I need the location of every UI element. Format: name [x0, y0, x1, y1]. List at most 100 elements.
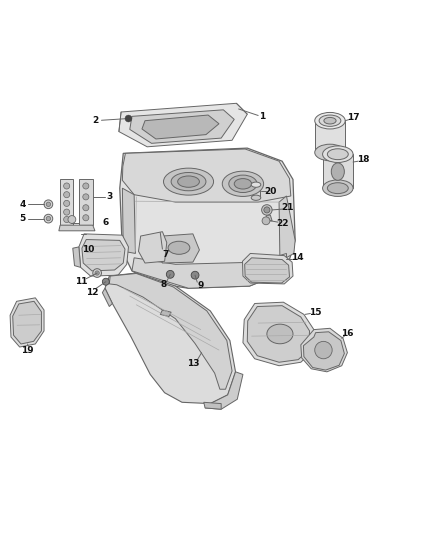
- Circle shape: [44, 200, 53, 208]
- Polygon shape: [122, 188, 135, 254]
- Text: 14: 14: [291, 253, 304, 262]
- Ellipse shape: [178, 176, 199, 187]
- Text: 19: 19: [21, 345, 34, 354]
- Circle shape: [315, 341, 332, 359]
- Polygon shape: [79, 180, 93, 225]
- Ellipse shape: [251, 182, 261, 187]
- Circle shape: [83, 215, 89, 221]
- Circle shape: [125, 115, 132, 122]
- Polygon shape: [110, 273, 232, 389]
- Ellipse shape: [229, 175, 257, 192]
- Polygon shape: [73, 247, 81, 268]
- Polygon shape: [322, 154, 353, 188]
- Circle shape: [64, 200, 70, 206]
- Circle shape: [64, 216, 70, 223]
- Text: 7: 7: [162, 250, 169, 259]
- Text: 21: 21: [282, 203, 294, 212]
- Text: 2: 2: [92, 116, 98, 125]
- Text: 16: 16: [341, 329, 353, 338]
- Polygon shape: [119, 103, 247, 147]
- Polygon shape: [82, 239, 125, 271]
- Text: 10: 10: [82, 246, 95, 254]
- Polygon shape: [243, 302, 314, 366]
- Circle shape: [93, 269, 102, 277]
- Text: 20: 20: [264, 187, 276, 196]
- Circle shape: [191, 271, 199, 279]
- Ellipse shape: [168, 241, 190, 254]
- Ellipse shape: [324, 117, 336, 124]
- Circle shape: [102, 278, 110, 285]
- Circle shape: [64, 209, 70, 215]
- Text: 8: 8: [160, 280, 166, 289]
- Polygon shape: [13, 301, 42, 344]
- Polygon shape: [79, 234, 128, 276]
- Circle shape: [44, 214, 53, 223]
- Polygon shape: [327, 119, 333, 125]
- Circle shape: [166, 270, 174, 278]
- Text: 3: 3: [106, 192, 113, 201]
- Polygon shape: [243, 254, 293, 284]
- Circle shape: [95, 271, 99, 275]
- Polygon shape: [120, 148, 295, 288]
- Ellipse shape: [267, 324, 293, 344]
- Circle shape: [64, 183, 70, 189]
- Text: 6: 6: [103, 219, 109, 228]
- Polygon shape: [122, 149, 291, 202]
- Polygon shape: [265, 215, 272, 221]
- Circle shape: [264, 207, 270, 213]
- Ellipse shape: [327, 149, 348, 160]
- Ellipse shape: [234, 179, 252, 189]
- Ellipse shape: [331, 163, 344, 180]
- Circle shape: [46, 202, 50, 206]
- Polygon shape: [157, 234, 199, 263]
- Circle shape: [64, 192, 70, 198]
- Polygon shape: [204, 402, 221, 409]
- Polygon shape: [304, 332, 344, 370]
- Polygon shape: [130, 110, 234, 143]
- Polygon shape: [132, 254, 286, 288]
- Polygon shape: [138, 232, 167, 263]
- Ellipse shape: [322, 146, 353, 163]
- Circle shape: [261, 205, 272, 215]
- Text: 1: 1: [259, 112, 266, 121]
- Circle shape: [83, 194, 89, 200]
- Text: 15: 15: [309, 308, 322, 317]
- Polygon shape: [102, 288, 113, 306]
- Polygon shape: [252, 184, 260, 198]
- Ellipse shape: [315, 144, 345, 161]
- Polygon shape: [247, 305, 310, 362]
- Polygon shape: [245, 258, 290, 283]
- Ellipse shape: [251, 195, 261, 200]
- Text: 9: 9: [198, 281, 204, 290]
- Ellipse shape: [171, 173, 206, 191]
- Text: 11: 11: [75, 277, 87, 286]
- Polygon shape: [279, 196, 295, 261]
- Polygon shape: [60, 180, 73, 225]
- Circle shape: [46, 216, 50, 221]
- Polygon shape: [142, 115, 219, 139]
- Ellipse shape: [322, 180, 353, 197]
- Circle shape: [68, 215, 76, 223]
- Ellipse shape: [222, 171, 264, 197]
- Polygon shape: [301, 328, 347, 372]
- Circle shape: [83, 205, 89, 211]
- Polygon shape: [160, 310, 171, 317]
- Ellipse shape: [319, 115, 341, 126]
- Text: 13: 13: [187, 359, 199, 368]
- Circle shape: [83, 183, 89, 189]
- Ellipse shape: [163, 168, 214, 195]
- Circle shape: [262, 217, 270, 225]
- Polygon shape: [105, 273, 236, 403]
- Text: 18: 18: [357, 156, 370, 164]
- Text: 12: 12: [86, 288, 98, 297]
- Text: 17: 17: [347, 113, 359, 122]
- Polygon shape: [205, 372, 243, 409]
- Polygon shape: [10, 298, 44, 347]
- Text: 5: 5: [19, 214, 25, 223]
- Text: 22: 22: [276, 220, 288, 228]
- Ellipse shape: [327, 183, 348, 193]
- Ellipse shape: [315, 112, 345, 129]
- Polygon shape: [59, 225, 95, 231]
- Polygon shape: [315, 120, 345, 152]
- Text: 4: 4: [19, 200, 25, 209]
